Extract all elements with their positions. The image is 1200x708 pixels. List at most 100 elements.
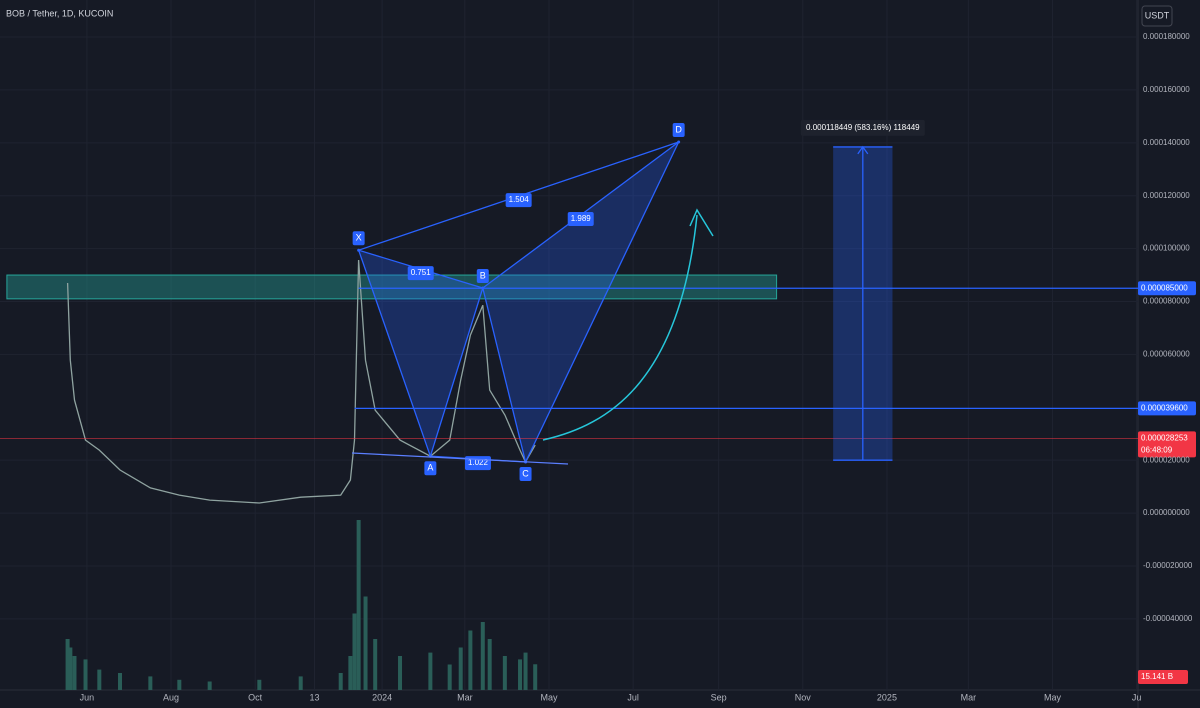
volume-bar [398, 656, 403, 690]
volume-bar [356, 520, 361, 690]
price-tags: 0.000085000 0.000039600 0.000028253 06:48:0… [1138, 281, 1196, 684]
volume-bar [207, 681, 212, 690]
measure-label: 0.000118449 (583.16%) 118449 [806, 123, 920, 132]
volume-bar [257, 679, 262, 690]
volume-bar [373, 639, 378, 690]
pattern-leg [358, 249, 431, 457]
level-tag-label: 0.000085000 [1141, 283, 1188, 292]
volume-bar [97, 669, 102, 690]
volume-bar [447, 664, 452, 690]
grid [0, 0, 1138, 690]
y-tick-label: 0.000100000 [1143, 244, 1190, 253]
pattern-point [677, 140, 681, 144]
last-price-label: 0.000028253 [1141, 433, 1188, 442]
volume-bar [428, 652, 433, 690]
volume-bar [72, 656, 77, 690]
volume-bar [68, 647, 73, 690]
ratio-label: 1.504 [509, 195, 530, 204]
pattern-leg [429, 287, 484, 457]
point-box [476, 269, 489, 284]
x-tick-label: 2024 [372, 692, 392, 702]
volume-bar [148, 676, 153, 690]
countdown: 06:48:09 [1141, 445, 1173, 454]
y-tick-label: 0.000160000 [1143, 85, 1190, 94]
point-label: D [675, 124, 682, 134]
y-tick-label: 0.000140000 [1143, 138, 1190, 147]
y-tick-label: 0.000120000 [1143, 191, 1190, 200]
y-tick-label: 0.000020000 [1143, 455, 1190, 464]
volume-tag-label: 15.141 B [1141, 672, 1173, 681]
y-tick-label: -0.000020000 [1143, 561, 1193, 570]
ratio-box [567, 212, 594, 227]
point-label: C [522, 468, 529, 478]
x-tick-label: Sep [711, 692, 727, 702]
pattern-fill [358, 250, 483, 457]
point-box [352, 231, 365, 246]
x-tick-label: Jul [627, 692, 639, 702]
symbol-title: BOB / Tether, 1D, KUCOIN [6, 8, 113, 18]
x-tick-label: Nov [795, 692, 812, 702]
volume-bar [352, 613, 357, 690]
volume-bar [338, 673, 343, 690]
supply-zone [6, 274, 778, 300]
x-tick-label: Jun [80, 692, 95, 702]
volume-bar [298, 676, 303, 690]
x-tick-label: 2025 [877, 692, 897, 702]
volume-bar [533, 664, 538, 690]
volume-bar [480, 622, 485, 690]
measure-arrow [857, 145, 869, 155]
x-tick-label: Ju [1132, 692, 1142, 702]
projection-arrow [542, 214, 698, 441]
point-label: B [480, 270, 486, 280]
volume-bar [468, 630, 473, 690]
currency-label: USDT [1145, 10, 1170, 20]
point-label: X [356, 233, 362, 243]
y-tick-label: 0.000180000 [1143, 32, 1190, 41]
volume-tag [1138, 670, 1188, 684]
pattern-leg [482, 287, 527, 463]
volume-bar [502, 656, 507, 690]
volume-bar [83, 659, 88, 690]
pattern-fill [482, 142, 679, 463]
volume-bar [458, 647, 463, 690]
trend-line [351, 452, 569, 465]
point-box [424, 461, 437, 476]
x-tick-label: Mar [961, 692, 977, 702]
x-tick-label: May [540, 692, 558, 702]
y-tick-label: 0.000080000 [1143, 297, 1190, 306]
ratio-label: 1.989 [571, 214, 592, 223]
measure-label-box [800, 119, 925, 136]
currency-button[interactable] [1141, 5, 1173, 27]
pattern-point [357, 248, 361, 252]
volume-bar [65, 639, 70, 690]
y-tick-label: -0.000040000 [1143, 614, 1193, 623]
y-tick-label: 0.000060000 [1143, 349, 1190, 358]
volume-bar [363, 596, 368, 690]
volume-bar [518, 659, 523, 690]
point-label: A [427, 463, 433, 473]
level-tag [1138, 401, 1196, 416]
x-tick-label: 13 [309, 692, 319, 702]
volume-bar [487, 639, 492, 690]
plot: 0.751 1.022 1.504 1.989 X A B C D 0.000118449 (58… [0, 119, 1138, 690]
x-tick-label: Mar [457, 692, 473, 702]
ratio-label: 0.751 [411, 268, 432, 277]
ratio-label: 1.022 [468, 458, 489, 467]
volume-bar [177, 679, 182, 690]
point-box [519, 467, 532, 482]
volume-bar [348, 656, 353, 690]
volume-bar [523, 652, 528, 690]
point-box [672, 123, 685, 138]
volume-bar [118, 673, 123, 690]
ratio-box [407, 266, 434, 281]
projection-arrow-head [689, 208, 714, 237]
y-tick-label: 0.000000000 [1143, 508, 1190, 517]
level-tag-label: 0.000039600 [1141, 403, 1188, 412]
price-line [66, 259, 536, 504]
x-tick-label: May [1044, 692, 1062, 702]
level-tag [1138, 281, 1196, 296]
x-tick-label: Aug [163, 692, 179, 702]
last-price-tag [1138, 431, 1196, 458]
ratio-box [505, 193, 532, 208]
